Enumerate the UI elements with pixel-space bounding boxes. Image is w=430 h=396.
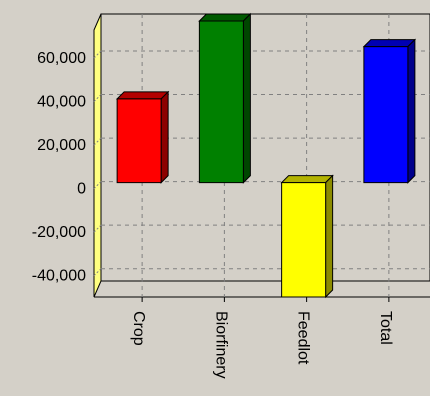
bar-side-feedlot	[325, 174, 334, 299]
y-tick-label: 0	[77, 181, 86, 198]
bar-top-biorfinery	[198, 13, 252, 22]
y-axis-ticks: -40,000 -20,000 0 20,000 40,000 60,000	[32, 50, 86, 285]
y-tick-label: 60,000	[37, 50, 86, 67]
bars	[115, 12, 417, 299]
bar-top-feedlot	[280, 175, 334, 184]
bar-biorfinery	[198, 20, 244, 184]
bar-side-total	[407, 38, 416, 184]
y-wall-gridline	[93, 137, 102, 146]
bar-side-biorfinery	[242, 12, 251, 184]
x-category-label: Crop	[130, 311, 147, 346]
y-tick-label: 40,000	[37, 94, 86, 111]
y-wall-gridline	[93, 181, 102, 189]
bar-total	[363, 46, 409, 184]
y-wall-gridline	[93, 224, 102, 233]
y-wall-gridline	[93, 50, 102, 59]
bar-crop	[116, 98, 162, 184]
y-tick-label: 20,000	[37, 137, 86, 154]
bar-top-total	[362, 39, 417, 48]
x-category-label: Biorfinery	[212, 311, 229, 379]
y-tick-label: -40,000	[32, 268, 86, 285]
y-wall-gridline	[93, 268, 102, 277]
x-axis-labels: Crop Biorfinery Feedlot Total	[130, 311, 394, 379]
plot-area	[100, 13, 430, 282]
x-category-label: Feedlot	[295, 311, 312, 365]
x-category-label: Total	[377, 311, 394, 345]
bar-top-crop	[115, 91, 170, 100]
bar-side-crop	[160, 90, 169, 184]
bar-feedlot	[281, 182, 327, 298]
y-wall-gridline	[93, 94, 102, 102]
y-tick-label: -20,000	[32, 224, 86, 241]
